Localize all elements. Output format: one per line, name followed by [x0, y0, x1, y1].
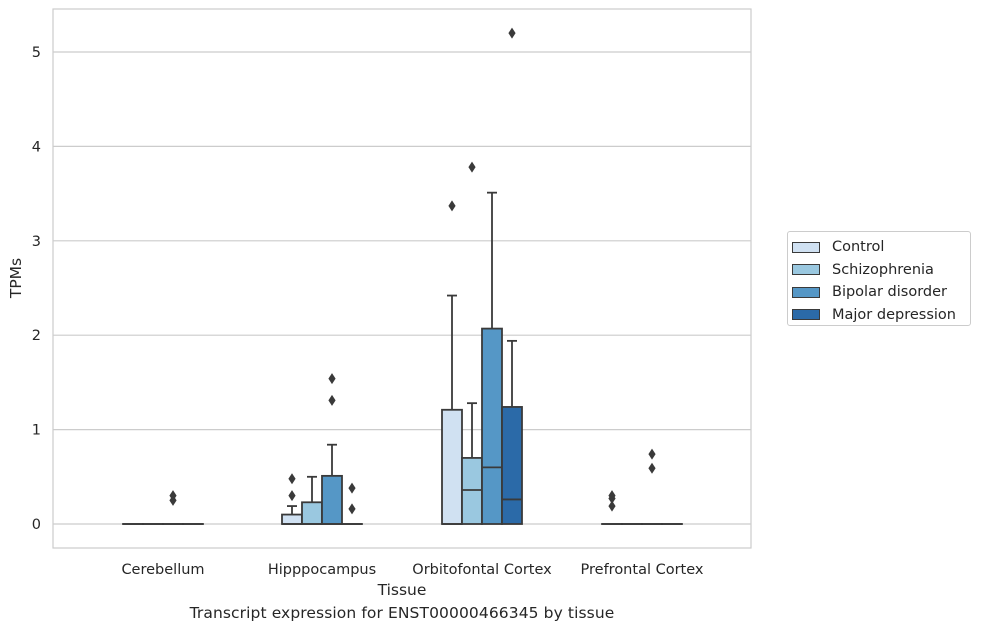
y-tick-labels: 0 1 2 3 4 5	[32, 45, 41, 533]
legend-label: Control	[832, 239, 885, 256]
box-group	[501, 27, 523, 525]
y-tick-label: 0	[32, 517, 41, 533]
box-group	[321, 373, 343, 525]
y-tick-label: 4	[32, 139, 41, 155]
outlier-point	[288, 490, 296, 502]
legend-item: Schizophrenia	[792, 259, 970, 282]
legend-swatch	[792, 241, 820, 253]
box-group	[281, 473, 303, 525]
legend-swatch	[792, 286, 820, 298]
outlier-point	[169, 490, 177, 502]
legend-item: Major depression	[792, 304, 970, 327]
box-group	[641, 448, 663, 525]
outlier-point	[608, 490, 616, 502]
box-group	[601, 490, 623, 525]
outlier-point	[508, 27, 516, 39]
outlier-point	[288, 473, 296, 485]
outlier-point	[468, 161, 476, 173]
y-tick-label: 3	[32, 234, 41, 250]
box-group	[441, 200, 463, 525]
legend-swatch	[792, 264, 820, 276]
box-group	[481, 191, 503, 525]
box	[461, 457, 483, 525]
outlier-point	[328, 373, 336, 385]
outlier-point	[608, 500, 616, 512]
box-group	[162, 490, 184, 525]
outlier-point	[348, 503, 356, 515]
box	[481, 327, 503, 525]
box-group	[461, 161, 483, 525]
legend-label: Bipolar disorder	[832, 284, 947, 301]
x-axis-label: Tissue	[377, 581, 427, 599]
legend-item: Control	[792, 236, 970, 259]
y-axis-label: TPMs	[7, 258, 25, 299]
gridlines	[53, 51, 751, 525]
x-tick-labels: Cerebellum Hipppocampus Orbitofontal Corte…	[121, 562, 703, 578]
figure-caption: Transcript expression for ENST0000046634…	[189, 604, 615, 622]
legend-label: Major depression	[832, 306, 956, 323]
legend-item: Bipolar disorder	[792, 281, 970, 304]
legend-swatch	[792, 309, 820, 321]
outlier-point	[648, 448, 656, 460]
y-tick-label: 2	[32, 328, 41, 344]
outlier-point	[348, 482, 356, 494]
y-tick-label: 5	[32, 45, 41, 61]
legend-label: Schizophrenia	[832, 261, 934, 278]
box	[321, 474, 343, 525]
box	[441, 408, 463, 525]
x-tick-label: Orbitofontal Cortex	[412, 562, 552, 578]
x-tick-label: Hipppocampus	[268, 562, 376, 578]
box	[281, 513, 303, 525]
plot-frame	[52, 8, 752, 549]
outlier-point	[648, 462, 656, 474]
x-tick-label: Prefrontal Cortex	[581, 562, 704, 578]
box-group	[301, 475, 323, 525]
y-tick-label: 1	[32, 423, 41, 439]
box	[301, 501, 323, 525]
outlier-point	[448, 200, 456, 212]
legend: Control Schizophrenia Bipolar disorder Majo…	[787, 231, 971, 326]
box-group	[341, 482, 363, 525]
box	[501, 406, 523, 525]
outlier-point	[328, 394, 336, 406]
x-tick-label: Cerebellum	[121, 562, 204, 578]
box-marks	[122, 27, 683, 525]
